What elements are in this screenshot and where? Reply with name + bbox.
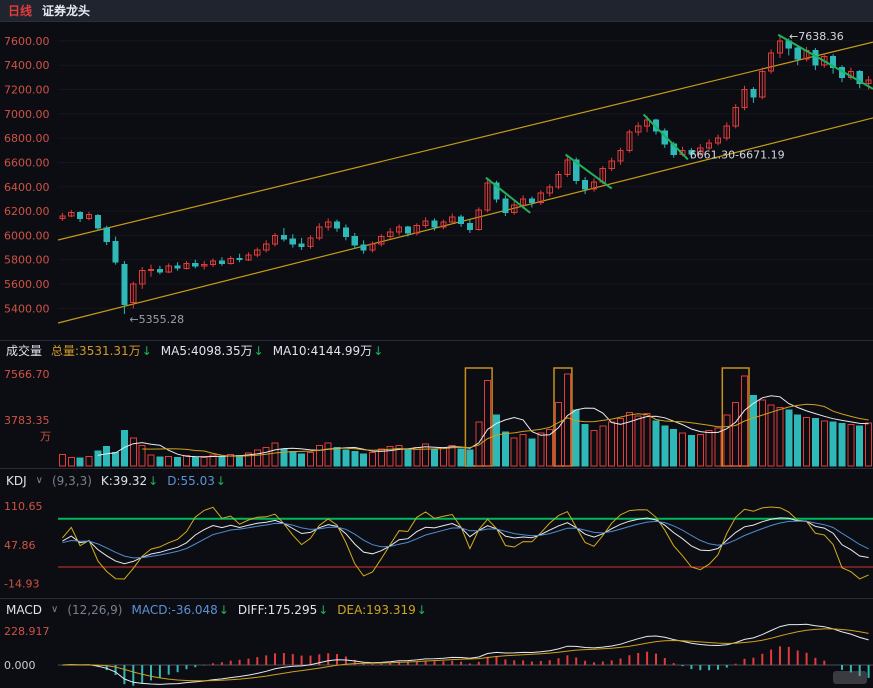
down-arrow-icon: ↓ — [318, 602, 329, 617]
axis-tick-label: -14.93 — [4, 578, 39, 591]
macd-dea-value: DEA:193.319 — [337, 602, 416, 617]
axis-tick-label: 5600.00 — [4, 278, 50, 291]
macd-value-stat: MACD:-36.048 ↓ — [131, 603, 228, 617]
axis-tick-label: 7400.00 — [4, 59, 50, 72]
down-arrow-icon: ↓ — [253, 343, 264, 358]
down-arrow-icon: ↓ — [373, 343, 384, 358]
volume-pane-header: 成交量 总量:3531.31万 ↓ MA5:4098.35万 ↓ MA10:4144… — [0, 340, 873, 360]
volume-chart[interactable]: 7566.70 3783.35 万 — [0, 360, 873, 468]
kdj-k-value: K:39.32 — [100, 473, 148, 488]
macd-value: MACD:-36.048 — [131, 602, 218, 617]
down-arrow-icon: ↓ — [218, 602, 229, 617]
macd-diff-stat: DIFF:175.295 ↓ — [238, 603, 328, 617]
volume-ma5-stat: MA5:4098.35万 ↓ — [161, 342, 264, 359]
volume-ma10-stat: MA10:4144.99万 ↓ — [273, 342, 384, 359]
main-candlestick-chart[interactable]: 7600.00 7400.00 7200.00 7000.00 6800.00 6600.… — [0, 22, 873, 340]
kdj-k-stat: K:39.32 ↓ — [101, 474, 158, 488]
axis-tick-label: 7566.70 — [4, 368, 50, 381]
axis-tick-label: 6600.00 — [4, 157, 50, 170]
volume-total-value: 总量:3531.31万 — [51, 344, 141, 358]
axis-tick-label: 万 — [40, 430, 51, 443]
chevron-down-icon[interactable]: ∨ — [50, 604, 59, 615]
kdj-chart[interactable]: 110.65 47.86 -14.93 — [0, 492, 873, 598]
macd-dea-stat: DEA:193.319 ↓ — [337, 603, 427, 617]
axis-tick-label: 6000.00 — [4, 229, 50, 242]
chevron-down-icon[interactable]: ∨ — [35, 475, 43, 486]
axis-tick-label: 6800.00 — [4, 132, 50, 145]
macd-pane-header: MACD ∨ (12,26,9) MACD:-36.048 ↓ DIFF:175.… — [0, 598, 873, 620]
axis-tick-label: 6200.00 — [4, 205, 50, 218]
axis-tick-label: 0.000 — [4, 659, 36, 672]
chart-header: 日线 证券龙头 — [0, 0, 873, 22]
down-arrow-icon: ↓ — [148, 473, 159, 488]
down-arrow-icon: ↓ — [416, 602, 427, 617]
price-annotation: ←7638.36 — [789, 30, 844, 43]
kdj-d-value: D:55.03 — [167, 473, 215, 488]
axis-tick-label: 3783.35 — [4, 414, 50, 427]
axis-tick-label: 5400.00 — [4, 302, 50, 315]
volume-total-stat: 总量:3531.31万 ↓ — [51, 342, 152, 359]
axis-tick-label: 47.86 — [4, 539, 36, 552]
kdj-pane-header: KDJ ∨ (9,3,3) K:39.32 ↓ D:55.03 ↓ — [0, 468, 873, 492]
axis-tick-label: 7600.00 — [4, 35, 50, 48]
down-arrow-icon: ↓ — [215, 473, 226, 488]
axis-tick-label: 7200.00 — [4, 84, 50, 97]
axis-tick-label: 5800.00 — [4, 254, 50, 267]
axis-tick-label: 7000.00 — [4, 108, 50, 121]
symbol-name: 证券龙头 — [42, 4, 91, 18]
macd-diff-value: DIFF:175.295 — [237, 602, 318, 617]
axis-tick-label: 6400.00 — [4, 181, 50, 194]
price-annotation: 6661.30-6671.19 — [690, 148, 785, 161]
macd-params: (12,26,9) — [67, 602, 123, 617]
kdj-params: (9,3,3) — [51, 473, 92, 488]
kdj-d-stat: D:55.03 ↓ — [167, 474, 226, 488]
period-tab-daily[interactable]: 日线 — [8, 4, 33, 18]
axis-tick-label: 228.917 — [4, 625, 50, 638]
watermark-badge — [833, 671, 867, 684]
macd-chart[interactable]: 228.917 0.000 — [0, 620, 873, 688]
volume-ma10-value: MA10:4144.99万 — [272, 344, 373, 358]
price-annotation: ←5355.28 — [129, 313, 184, 326]
macd-title: MACD — [6, 602, 42, 617]
volume-ma5-value: MA5:4098.35万 — [160, 344, 253, 358]
down-arrow-icon: ↓ — [141, 343, 152, 358]
kdj-title: KDJ — [6, 473, 27, 488]
volume-title: 成交量 — [6, 344, 43, 358]
axis-tick-label: 110.65 — [4, 500, 43, 513]
